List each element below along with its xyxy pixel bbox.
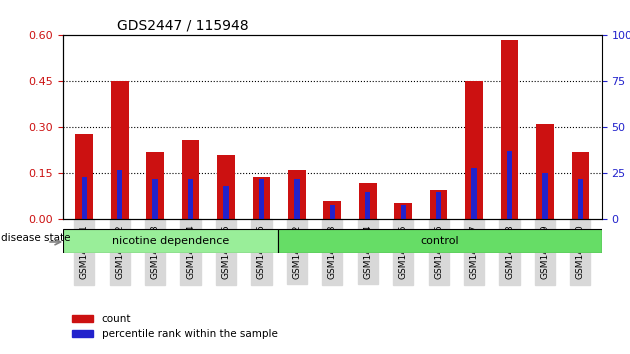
Bar [63,229,278,253]
Bar [117,170,122,219]
Bar [217,155,235,219]
Bar [536,124,554,219]
Bar [436,192,441,219]
Bar [501,40,518,219]
Bar [578,179,583,219]
Legend: count, percentile rank within the sample: count, percentile rank within the sample [68,310,282,343]
Bar [507,152,512,219]
Bar [329,205,335,219]
Text: nicotine dependence: nicotine dependence [112,236,229,246]
Bar [294,179,299,219]
Bar [323,201,341,219]
Bar [542,173,547,219]
Text: control: control [421,236,459,246]
Text: GDS2447 / 115948: GDS2447 / 115948 [117,19,248,33]
Bar [111,81,129,219]
Bar [465,81,483,219]
Bar [278,229,602,253]
Bar [253,177,270,219]
Bar [571,152,589,219]
Bar [82,177,87,219]
Bar [224,186,229,219]
Bar [76,133,93,219]
Bar [152,179,158,219]
Bar [181,140,200,219]
Bar [401,205,406,219]
Bar [359,183,377,219]
Bar [471,168,477,219]
Bar [188,179,193,219]
Bar [394,202,412,219]
Bar [365,192,370,219]
Bar [259,179,264,219]
Text: disease state: disease state [1,233,71,243]
Bar [288,170,306,219]
Bar [430,190,447,219]
Bar [146,152,164,219]
